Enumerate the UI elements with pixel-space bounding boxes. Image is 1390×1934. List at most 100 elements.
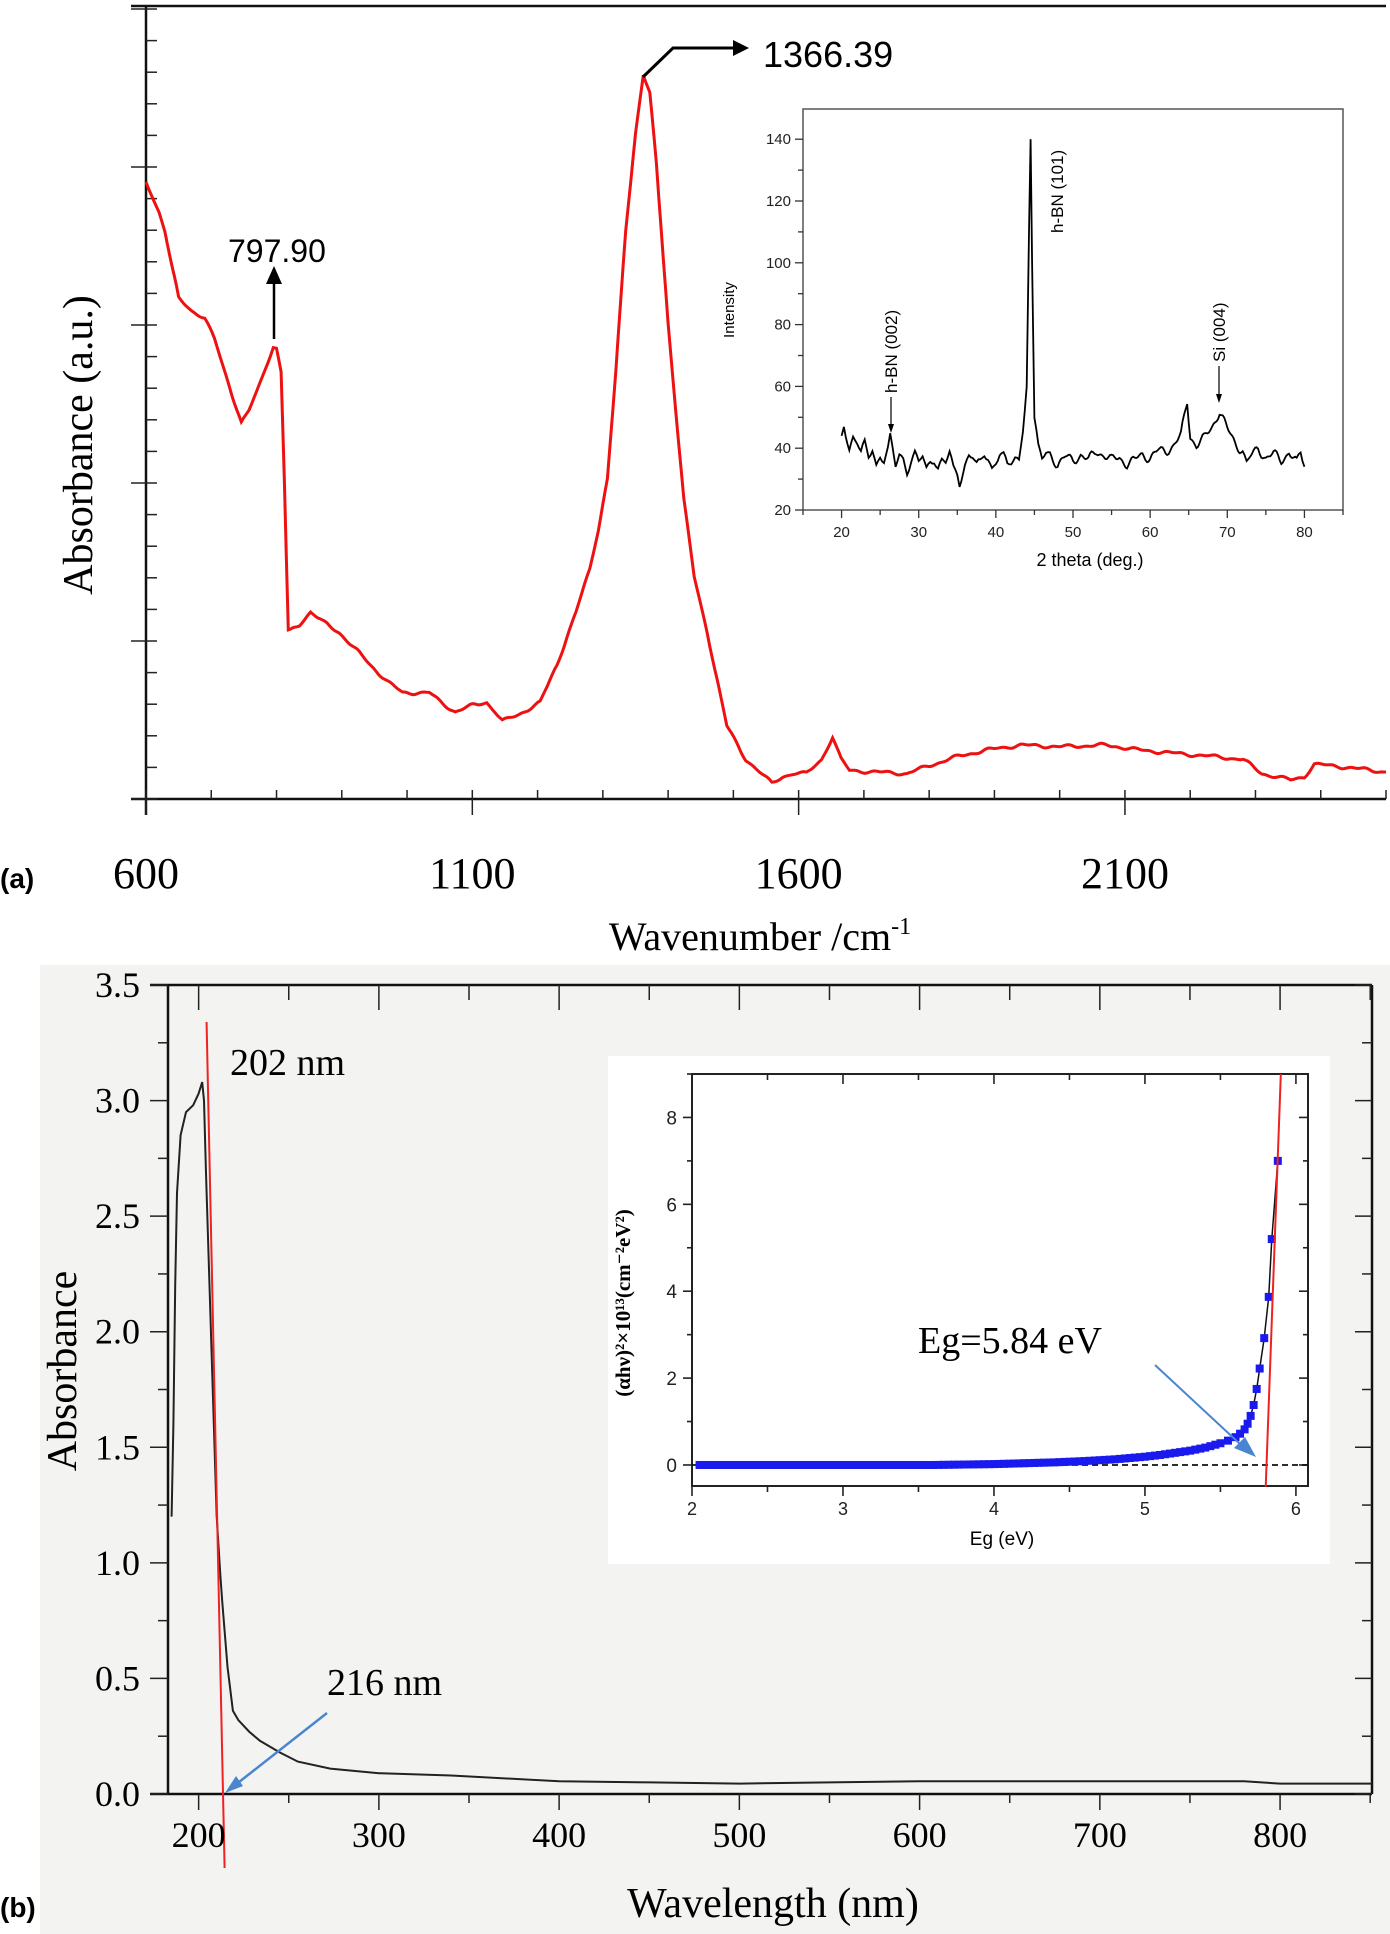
tauc-data-point <box>949 1460 958 1469</box>
tauc-data-point <box>1010 1459 1019 1468</box>
tauc-data-point <box>1231 1433 1240 1442</box>
tauc-data-point <box>869 1460 878 1469</box>
xrd-y-tick-label: 40 <box>774 440 791 457</box>
x-tick-label: 1100 <box>429 849 515 898</box>
tauc-data-point <box>1267 1235 1276 1244</box>
ftir-series-line <box>144 74 1387 784</box>
uv-y-tick-label: 2.5 <box>95 1196 140 1236</box>
x-tick-label: 1600 <box>755 849 843 898</box>
uv-x-tick-label: 200 <box>172 1815 226 1855</box>
xrd-x-tick-label: 60 <box>1142 524 1159 541</box>
tauc-data-point <box>828 1460 837 1469</box>
tauc-data-point <box>1110 1455 1119 1464</box>
uv-y-axis-label: Absorbance <box>40 1271 86 1472</box>
tauc-data-point <box>778 1460 787 1469</box>
panel-label-b: (b) <box>0 1892 36 1923</box>
tauc-y-tick-label: 4 <box>666 1282 677 1303</box>
uv-y-tick-label: 3.5 <box>95 965 140 1005</box>
tauc-data-point <box>1030 1458 1039 1467</box>
tauc-data-point <box>1260 1334 1269 1343</box>
tauc-data-point <box>713 1460 722 1469</box>
tauc-data-point <box>904 1460 913 1469</box>
tauc-data-point <box>1246 1411 1255 1420</box>
annotation-arrow-1366 <box>641 46 735 79</box>
arrowhead-216 <box>225 1776 243 1793</box>
tauc-data-point <box>1045 1458 1054 1467</box>
tauc-data-point <box>924 1460 933 1469</box>
tauc-data-point <box>989 1460 998 1469</box>
tauc-inset: 2 3 4 5 6 0 2 4 6 8 Eg=5.84 eV Eg (eV) (αhν)²×10¹… <box>608 1056 1330 1564</box>
uv-series-line <box>170 1081 1372 1785</box>
xrd-y-axis-label: Intensity <box>721 282 738 338</box>
tauc-data-point <box>1005 1459 1014 1468</box>
uv-x-tick-label: 300 <box>352 1815 406 1855</box>
xrd-y-tick-label: 60 <box>774 378 791 395</box>
tauc-data-point <box>1161 1450 1170 1459</box>
tauc-data-point <box>808 1460 817 1469</box>
tauc-data-point <box>954 1460 963 1469</box>
tauc-data-point <box>695 1460 704 1469</box>
uv-tangent-line <box>205 1021 226 1868</box>
tauc-data-point <box>748 1460 757 1469</box>
uv-ticks <box>150 984 1372 1810</box>
tauc-data-point <box>884 1460 893 1469</box>
uv-y-tick-label: 1.5 <box>95 1427 140 1467</box>
tauc-data-point <box>1025 1459 1034 1468</box>
tauc-data-point <box>1176 1448 1185 1457</box>
eg-pointer-arrow <box>1154 1364 1241 1445</box>
tauc-data-point <box>1145 1452 1154 1461</box>
tauc-data-point <box>700 1460 709 1469</box>
uv-x-tick-label: 500 <box>712 1815 766 1855</box>
tauc-data-point <box>1191 1445 1200 1454</box>
tauc-data-point <box>1211 1440 1220 1449</box>
panel-label-a: (a) <box>0 863 34 894</box>
tauc-inset-frame <box>691 1073 1309 1487</box>
eg-annotation: Eg=5.84 eV <box>918 1320 1103 1362</box>
uv-tick-labels: 200 300 400 500 600 700 800 0.0 0.5 1.0 1.5 2.0 2.5 3… <box>95 965 1307 1855</box>
tauc-data-point <box>1115 1454 1124 1463</box>
xrd-label-hbn-101: h-BN (101) <box>1048 150 1067 233</box>
xrd-arrowhead-002 <box>888 424 894 433</box>
uv-y-tick-label: 0.0 <box>95 1774 140 1814</box>
tauc-data-point <box>704 1460 713 1469</box>
uv-vis-panel: 202 nm 216 nm 200 300 400 500 600 700 800 0.0 0.… <box>0 965 1390 1934</box>
x-tick-label: 600 <box>113 849 179 898</box>
tauc-data-point <box>788 1460 797 1469</box>
tauc-points <box>695 1156 1282 1469</box>
annotation-1366-39: 1366.39 <box>763 34 893 75</box>
tauc-data-point <box>1050 1458 1059 1467</box>
tauc-data-point <box>1015 1459 1024 1468</box>
tauc-data-point <box>723 1460 732 1469</box>
tauc-data-point <box>1156 1450 1165 1459</box>
ftir-ticks <box>131 8 1387 815</box>
tauc-data-point <box>733 1460 742 1469</box>
tauc-x-tick-label: 5 <box>1140 1499 1150 1519</box>
tauc-data-point <box>889 1460 898 1469</box>
tauc-x-tick-label: 6 <box>1291 1499 1301 1519</box>
uv-y-tick-label: 1.0 <box>95 1543 140 1583</box>
xrd-x-tick-label: 30 <box>910 524 927 541</box>
xrd-arrowhead-004 <box>1216 394 1222 403</box>
annotation-216-nm: 216 nm <box>327 1662 442 1704</box>
tauc-x-tick-label: 4 <box>989 1499 999 1519</box>
tauc-data-point <box>1080 1457 1089 1466</box>
tauc-data-point <box>768 1460 777 1469</box>
tauc-inset-background <box>608 1056 1330 1564</box>
tauc-data-point <box>1243 1419 1252 1428</box>
tauc-data-point <box>1065 1457 1074 1466</box>
tauc-data-point <box>1130 1453 1139 1462</box>
tauc-data-point <box>879 1460 888 1469</box>
tauc-data-point <box>1264 1292 1273 1301</box>
tauc-data-point <box>1055 1458 1064 1467</box>
tauc-data-point <box>1171 1448 1180 1457</box>
tauc-data-point <box>984 1460 993 1469</box>
uv-x-tick-label: 600 <box>893 1815 947 1855</box>
tauc-data-point <box>959 1460 968 1469</box>
tauc-data-point <box>944 1460 953 1469</box>
tauc-data-point <box>1236 1429 1245 1438</box>
tauc-data-point <box>1095 1456 1104 1465</box>
ftir-panel: 600 1100 1600 2100 Wavenumber /cm-1 Absorba… <box>0 4 1387 959</box>
tauc-data-point <box>859 1460 868 1469</box>
tauc-data-point <box>1070 1457 1079 1466</box>
tauc-data-point <box>1186 1446 1195 1455</box>
